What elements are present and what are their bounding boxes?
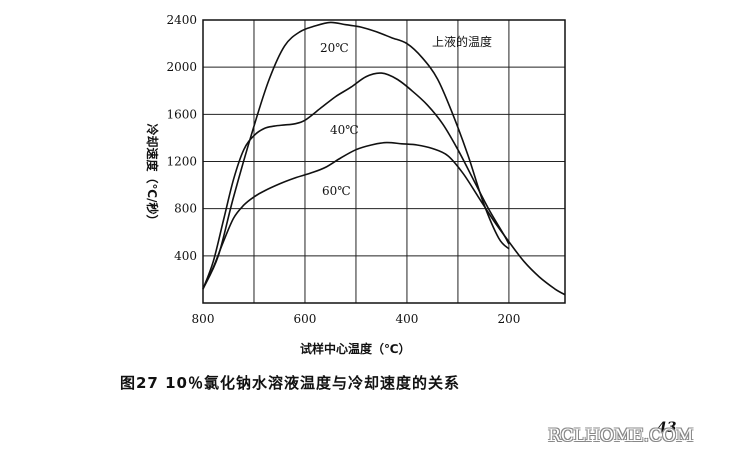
y-axis-ticks: 400 800 1200 1600 2000 2400 — [166, 13, 197, 263]
x-axis-title: 试样中心温度（℃） — [300, 341, 411, 356]
series-line-3 — [202, 141, 566, 296]
x-tick-label: 800 — [192, 312, 215, 326]
series-line-2 — [202, 72, 510, 290]
y-tick-label: 800 — [174, 202, 197, 216]
y-axis-title: 冷却速度（℃/秒） — [145, 124, 160, 227]
y-tick-label: 1200 — [166, 155, 197, 169]
series-labels: 20℃ 40℃ 60℃ — [320, 41, 359, 198]
watermark: RCLHOME.COM — [548, 426, 694, 446]
series-label-2: 40℃ — [330, 123, 359, 137]
page-number: 43 — [657, 420, 677, 436]
series-lines — [202, 21, 566, 296]
series-label-3: 60℃ — [322, 184, 351, 198]
grid — [203, 19, 565, 303]
x-axis-ticks: 800 600 400 200 — [192, 312, 521, 326]
x-tick-label: 600 — [294, 312, 317, 326]
x-tick-label: 200 — [497, 312, 520, 326]
series-line-1 — [202, 21, 510, 290]
y-tick-label: 400 — [174, 249, 197, 263]
plot-frame — [202, 19, 566, 304]
annotation-text: 上液的温度 — [432, 34, 492, 49]
x-tick-label: 400 — [395, 312, 418, 326]
y-tick-label: 2000 — [166, 60, 197, 74]
y-tick-label: 2400 — [166, 13, 197, 27]
figure-caption: 图27 10％氯化钠水溶液温度与冷却速度的关系 — [120, 374, 460, 392]
y-tick-label: 1600 — [166, 107, 197, 121]
series-label-1: 20℃ — [320, 41, 349, 55]
